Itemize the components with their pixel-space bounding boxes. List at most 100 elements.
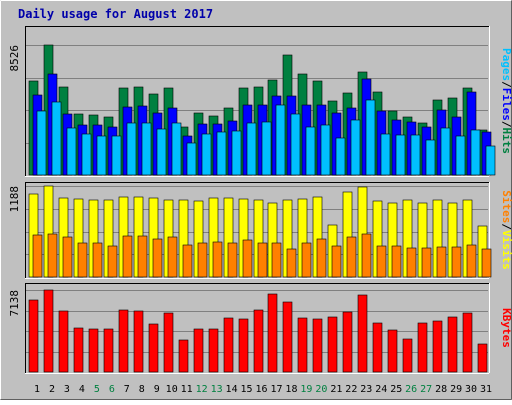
bar-sites-day-30 bbox=[466, 244, 477, 278]
bar-kbytes-day-14 bbox=[223, 317, 234, 373]
chart-title: Daily usage for August 2017 bbox=[18, 7, 213, 21]
bar-sites-day-11 bbox=[182, 244, 193, 278]
bar-kbytes-day-12 bbox=[193, 328, 204, 373]
x-tick-label-day-4: 4 bbox=[79, 384, 85, 395]
bar-pages-day-31 bbox=[485, 145, 496, 176]
bar-kbytes-day-30 bbox=[462, 312, 473, 373]
bar-sites-day-13 bbox=[212, 241, 223, 278]
bar-sites-day-23 bbox=[361, 233, 372, 278]
bar-pages-day-28 bbox=[440, 127, 451, 176]
bar-pages-day-23 bbox=[365, 99, 376, 176]
bar-kbytes-day-15 bbox=[238, 318, 249, 373]
x-tick-label-day-8: 8 bbox=[139, 384, 145, 395]
bar-sites-day-15 bbox=[242, 239, 253, 278]
bar-pages-day-14 bbox=[231, 130, 242, 176]
bar-pages-day-19 bbox=[305, 126, 316, 176]
x-tick-label-day-7: 7 bbox=[124, 384, 130, 395]
side-legend-item: Pages bbox=[500, 48, 512, 81]
bar-sites-day-5 bbox=[92, 242, 103, 278]
bar-pages-day-8 bbox=[141, 122, 152, 176]
bar-kbytes-day-6 bbox=[103, 328, 114, 373]
bar-kbytes-day-2 bbox=[43, 289, 54, 373]
bar-pages-day-13 bbox=[216, 131, 227, 176]
bar-kbytes-day-22 bbox=[342, 311, 353, 373]
panels-layer: 8526 Pages/Files/Hits 1188 Sites/Visits 7138… bbox=[8, 26, 512, 374]
side-legend-item: Hits bbox=[500, 128, 512, 155]
bar-sites-day-12 bbox=[197, 242, 208, 278]
bar-kbytes-day-7 bbox=[118, 309, 129, 373]
bar-pages-day-18 bbox=[290, 113, 301, 176]
bar-sites-day-18 bbox=[286, 248, 297, 278]
bar-sites-day-25 bbox=[391, 245, 402, 278]
panel-visits-sites: 1188 Sites/Visits bbox=[8, 182, 512, 279]
bar-sites-day-26 bbox=[406, 247, 417, 278]
bar-kbytes-day-27 bbox=[417, 322, 428, 373]
bar-pages-day-26 bbox=[410, 134, 421, 176]
bar-pages-day-15 bbox=[246, 122, 257, 176]
panel-hits-files-pages: 8526 Pages/Files/Hits bbox=[8, 26, 512, 177]
x-tick-label-day-19: 19 bbox=[300, 384, 312, 395]
bar-pages-day-7 bbox=[126, 122, 137, 176]
x-tick-label-day-12: 12 bbox=[196, 384, 208, 395]
bar-sites-day-16 bbox=[257, 242, 268, 278]
x-tick-label-day-24: 24 bbox=[375, 384, 387, 395]
bar-sites-day-9 bbox=[152, 238, 163, 278]
bar-kbytes-day-11 bbox=[178, 339, 189, 373]
bar-pages-day-6 bbox=[111, 135, 122, 176]
x-tick-label-day-29: 29 bbox=[450, 384, 462, 395]
y-max-label: 7138 bbox=[8, 290, 21, 317]
bar-kbytes-day-8 bbox=[133, 310, 144, 373]
bar-pages-day-21 bbox=[335, 137, 346, 176]
x-tick-label-day-10: 10 bbox=[166, 384, 178, 395]
x-tick-label-day-9: 9 bbox=[154, 384, 160, 395]
x-tick-label-day-28: 28 bbox=[435, 384, 447, 395]
bar-pages-day-2 bbox=[51, 101, 62, 176]
x-axis-labels: 1 2 3 4 5 6 7 8 9 10 11 12 13 14 15 16 17 18 19 20 21 22 23 24 2… bbox=[34, 384, 492, 395]
bar-kbytes-day-26 bbox=[402, 338, 413, 373]
side-legend-kbytes: KBytes bbox=[500, 308, 512, 348]
bar-pages-day-20 bbox=[320, 124, 331, 176]
bar-sites-day-27 bbox=[421, 247, 432, 278]
series-sites bbox=[32, 233, 492, 278]
bar-pages-day-17 bbox=[275, 104, 286, 176]
bar-sites-day-2 bbox=[47, 233, 58, 278]
bar-pages-day-5 bbox=[96, 135, 107, 176]
bar-sites-day-24 bbox=[376, 245, 387, 278]
bar-pages-day-3 bbox=[66, 127, 77, 176]
bar-pages-day-11 bbox=[186, 142, 197, 176]
bar-sites-day-22 bbox=[346, 236, 357, 278]
bar-pages-day-1 bbox=[36, 110, 47, 176]
x-tick-label-day-30: 30 bbox=[465, 384, 477, 395]
bar-pages-day-9 bbox=[156, 128, 167, 176]
side-legend-item: Sites bbox=[500, 190, 512, 223]
series-kbytes bbox=[28, 289, 488, 373]
side-legend-item: KBytes bbox=[500, 308, 512, 348]
x-tick-label-day-5: 5 bbox=[94, 384, 100, 395]
bar-pages-day-22 bbox=[350, 119, 361, 176]
bar-kbytes-day-31 bbox=[477, 343, 488, 373]
bar-kbytes-day-9 bbox=[148, 323, 159, 373]
bar-sites-day-8 bbox=[137, 235, 148, 278]
bar-kbytes-day-28 bbox=[432, 320, 443, 373]
y-max-label: 1188 bbox=[8, 186, 21, 213]
bar-sites-day-19 bbox=[301, 242, 312, 278]
bar-pages-day-25 bbox=[395, 134, 406, 176]
y-max-label: 8526 bbox=[8, 45, 21, 72]
x-tick-label-day-17: 17 bbox=[270, 384, 282, 395]
side-legend-visits-sites: Sites/Visits bbox=[500, 190, 512, 270]
x-tick-label-day-23: 23 bbox=[360, 384, 372, 395]
bar-sites-day-14 bbox=[227, 242, 238, 278]
bar-kbytes-day-19 bbox=[297, 317, 308, 373]
bar-pages-day-24 bbox=[380, 133, 391, 176]
bar-kbytes-day-4 bbox=[73, 327, 84, 373]
x-tick-label-day-3: 3 bbox=[64, 384, 70, 395]
bar-sites-day-3 bbox=[62, 236, 73, 278]
bar-pages-day-16 bbox=[261, 121, 272, 176]
x-tick-label-day-2: 2 bbox=[49, 384, 55, 395]
x-tick-label-day-11: 11 bbox=[181, 384, 193, 395]
side-legend-item: Files bbox=[500, 88, 512, 121]
side-legend-hits-files-pages: Pages/Files/Hits bbox=[500, 48, 512, 154]
bar-kbytes-day-13 bbox=[208, 328, 219, 373]
